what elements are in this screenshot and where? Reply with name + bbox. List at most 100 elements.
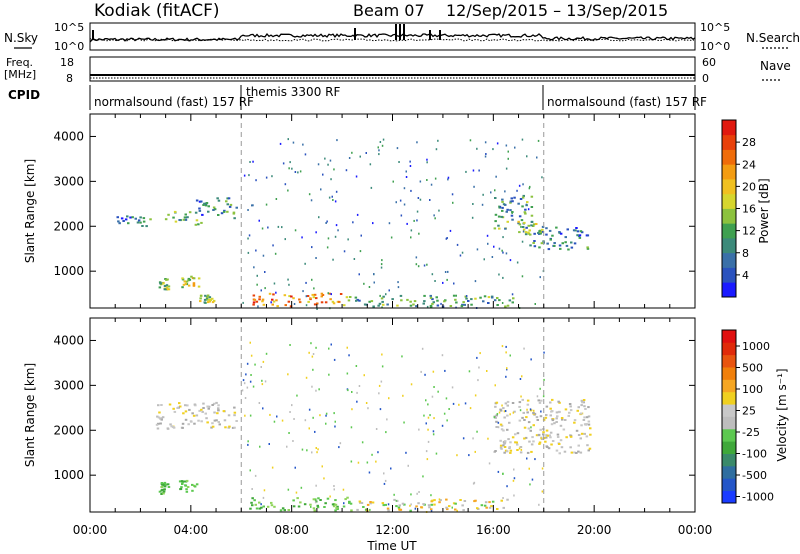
echo-cell [358, 299, 361, 302]
echo-cell [377, 146, 379, 149]
echo-cell [518, 223, 522, 226]
echo-cell [565, 244, 569, 247]
echo-cell [179, 488, 183, 490]
echo-cell [185, 490, 189, 493]
echo-cell [199, 294, 203, 297]
echo-cell [506, 428, 509, 431]
echo-cell [460, 305, 464, 308]
echo-cell [314, 430, 316, 433]
echo-cell [533, 240, 536, 242]
echo-cell [197, 419, 200, 422]
power-colorbar-label: Power [dB] [757, 178, 771, 243]
echo-cell [206, 405, 209, 408]
echo-cell [456, 454, 458, 457]
echo-cell [496, 508, 499, 510]
echo-cell [498, 205, 500, 208]
echo-cell [403, 187, 406, 190]
echo-cell [335, 224, 338, 227]
echo-cell [315, 257, 317, 259]
echo-cell [311, 355, 314, 358]
echo-cell [415, 256, 418, 259]
echo-cell [569, 405, 572, 408]
echo-cell [527, 208, 530, 211]
echo-cell [270, 504, 274, 507]
echo-cell [499, 446, 503, 449]
echo-cell [323, 506, 326, 508]
echo-cell [315, 346, 317, 349]
echo-cell [233, 426, 236, 429]
power-panel: 1000 2000 3000 4000 Slant Range [km] 4 8 12 16… [23, 113, 771, 310]
echo-cell [473, 185, 475, 188]
echo-region [199, 294, 216, 304]
echo-cell [505, 351, 507, 354]
echo-cell [252, 204, 254, 207]
echo-cell [233, 411, 237, 414]
echo-cell [506, 400, 510, 403]
echo-cell [160, 482, 164, 484]
colorbar-tick-label: 24 [742, 158, 756, 171]
echo-cell [446, 278, 448, 281]
echo-cell [574, 229, 577, 232]
echo-cell [451, 386, 454, 389]
echo-cell [193, 422, 196, 425]
cpid-label: CPID [8, 88, 40, 102]
echo-cell [473, 500, 476, 503]
colorbar-swatch [722, 282, 736, 298]
echo-cell [540, 438, 544, 440]
echo-cell [361, 441, 364, 444]
echo-cell [370, 186, 373, 189]
echo-cell [473, 481, 476, 484]
echo-cell [494, 189, 496, 192]
echo-cell [209, 299, 212, 301]
echo-cell [186, 216, 189, 219]
echo-cell [467, 300, 470, 302]
echo-cell [207, 405, 211, 408]
echo-cell [523, 211, 527, 214]
echo-cell [465, 297, 468, 300]
echo-cell [252, 303, 255, 306]
echo-cell [397, 286, 400, 289]
echo-cell [558, 401, 561, 404]
echo-cell [504, 190, 506, 193]
echo-cell [348, 354, 350, 357]
echo-cell [273, 420, 276, 423]
echo-cell [368, 286, 371, 288]
echo-cell [483, 258, 485, 261]
echo-cell [183, 480, 186, 483]
echo-cell [211, 301, 215, 304]
echo-cell [124, 218, 128, 221]
y-tick-label: 3000 [53, 378, 84, 392]
echo-cell [211, 404, 214, 406]
echo-cell [564, 236, 567, 239]
echo-cell [485, 153, 487, 155]
echo-cell [271, 175, 273, 178]
echo-cell [198, 209, 202, 212]
echo-cell [405, 170, 407, 173]
echo-cell [494, 405, 497, 408]
echo-cell [338, 446, 340, 449]
echo-cell [495, 414, 498, 417]
echo-cell [409, 504, 411, 507]
echo-cell [379, 141, 382, 143]
echo-cell [430, 503, 433, 506]
echo-cell [195, 414, 199, 417]
echo-cell [204, 294, 207, 297]
echo-cell [193, 485, 197, 488]
echo-cell [573, 419, 577, 422]
echo-cell [556, 436, 560, 438]
echo-cell [495, 426, 498, 428]
echo-cell [583, 423, 587, 426]
echo-cell [294, 229, 297, 232]
echo-cell [302, 143, 304, 146]
echo-cell [255, 300, 259, 303]
echo-cell [472, 169, 475, 172]
echo-cell [163, 481, 167, 484]
echo-cell [463, 500, 467, 502]
echo-cell [445, 498, 448, 501]
echo-cell [440, 302, 442, 305]
echo-cell [210, 426, 213, 429]
echo-cell [180, 486, 183, 489]
echo-cell [321, 465, 323, 468]
echo-cell [242, 379, 245, 382]
echo-region [155, 401, 238, 430]
